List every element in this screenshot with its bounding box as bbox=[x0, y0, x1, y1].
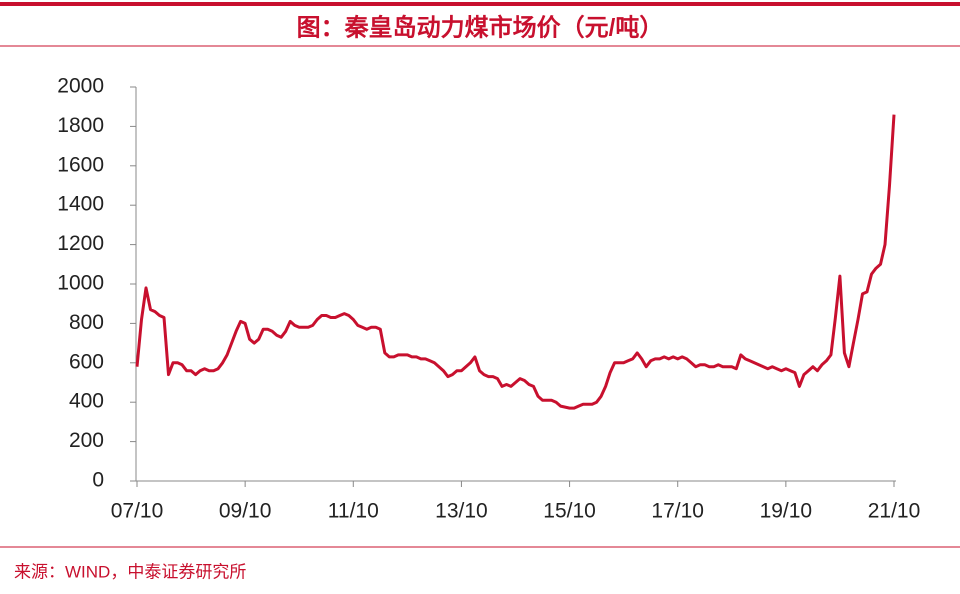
source-note: 来源：WIND，中泰证券研究所 bbox=[14, 562, 246, 581]
x-tick-label: 17/10 bbox=[651, 500, 704, 523]
y-tick-label: 0 bbox=[92, 469, 104, 492]
y-tick-label: 800 bbox=[69, 311, 104, 334]
y-tick-label: 600 bbox=[69, 350, 104, 373]
top-rule bbox=[0, 2, 960, 6]
x-tick-label: 15/10 bbox=[543, 500, 596, 523]
y-tick-label: 1200 bbox=[57, 232, 104, 255]
price-line bbox=[135, 114, 896, 410]
y-tick-label: 1400 bbox=[57, 193, 104, 216]
y-tick-label: 400 bbox=[69, 390, 104, 413]
x-tick-label: 07/10 bbox=[111, 500, 164, 523]
x-tick-label: 21/10 bbox=[868, 500, 921, 523]
chart-title: 图：秦皇岛动力煤市场价（元/吨） bbox=[297, 13, 664, 41]
y-tick-label: 2000 bbox=[57, 75, 104, 98]
y-tick-label: 1000 bbox=[57, 272, 104, 295]
x-tick-label: 13/10 bbox=[435, 500, 488, 523]
x-tick-label: 11/10 bbox=[328, 500, 379, 523]
x-tick-label: 19/10 bbox=[760, 500, 813, 523]
y-tick-label: 1600 bbox=[57, 153, 104, 176]
y-tick-label: 200 bbox=[69, 429, 104, 452]
x-tick-label: 09/10 bbox=[219, 500, 272, 523]
y-tick-label: 1800 bbox=[57, 114, 104, 137]
